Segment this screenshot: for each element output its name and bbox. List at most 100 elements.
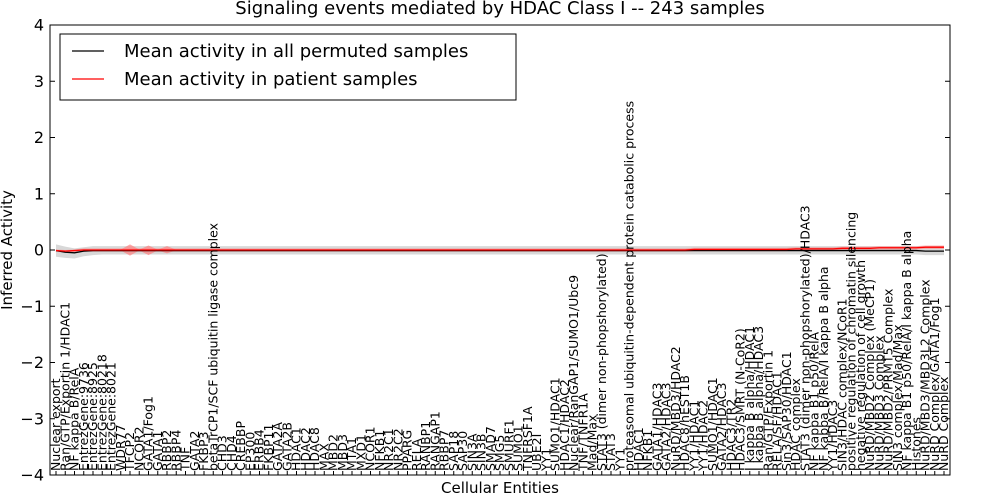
series-line-patient xyxy=(55,246,944,252)
category-label: FKBP3 xyxy=(196,432,211,471)
category-label: RELA xyxy=(409,438,424,471)
category-label: ERBB4 xyxy=(252,429,267,471)
category-label: YY1 xyxy=(612,448,627,472)
category-label: GATA1/HDAC3 xyxy=(649,383,664,471)
category-label: negative regulation of cell growth xyxy=(853,260,868,471)
category-label: UBE2I xyxy=(529,434,544,471)
category-label: GATA2A xyxy=(270,422,285,471)
category-label: NR2C2 xyxy=(390,428,405,471)
category-label: WDR77 xyxy=(113,424,128,471)
y-tick-label: −1 xyxy=(20,297,44,316)
category-label: RBBP7 xyxy=(437,430,452,471)
legend-box xyxy=(59,33,517,101)
category-label: MBD3 xyxy=(335,434,350,471)
category-label: NF kappa B1 p50/RelA xyxy=(807,331,822,471)
category-label: Mad/Max xyxy=(585,415,600,471)
category-label: SMAD7 xyxy=(483,426,498,471)
chart-title: Signaling events mediated by HDAC Class … xyxy=(235,0,764,19)
category-label: YY1/HDAC2 xyxy=(696,400,711,472)
category-label: TNF/TNFR1A xyxy=(575,393,590,472)
legend-label-patient: Mean activity in patient samples xyxy=(124,69,418,90)
legend: Mean activity in all permuted samples Mea… xyxy=(59,33,517,101)
category-label: SUMO1 xyxy=(511,425,526,471)
category-label: HDAC complex xyxy=(788,378,803,471)
category-label: SAP30 xyxy=(455,431,470,471)
category-label: MTA1 xyxy=(344,437,359,471)
category-label: SAP18 xyxy=(446,431,461,471)
category-label: SMG5 xyxy=(492,435,507,471)
category-label: YY1 xyxy=(538,448,553,472)
category-label: GATA1 xyxy=(150,431,165,471)
plot-frame xyxy=(49,24,951,476)
y-tick-label: 3 xyxy=(34,72,44,91)
category-label: HDAC1 xyxy=(631,427,646,471)
category-label: proteasomal ubiquitin-dependent protein … xyxy=(622,101,637,471)
category-label: SUMO1/HDAC1 xyxy=(705,377,720,471)
y-tick-label: −2 xyxy=(20,353,44,372)
category-label: Ran/GTP/Exportin 1 xyxy=(760,350,775,471)
category-label: HDAC1 xyxy=(289,427,304,471)
category-label: RANGAP1 xyxy=(427,411,442,471)
category-label: YY1/HDAC3 xyxy=(825,400,840,472)
y-tick-label: 1 xyxy=(34,184,44,203)
category-label: GATA2/HDAC3 xyxy=(659,383,674,471)
category-label: EntrezGene:8925 xyxy=(85,362,100,471)
category-label: NFKB1 xyxy=(372,430,387,471)
category-label: HDAC3/SMRT (N-CoR2) xyxy=(733,328,748,471)
category-label: STAT3 (dimer non-phopshorylated) xyxy=(594,253,609,471)
x-axis-label: Cellular Entities xyxy=(441,479,559,497)
y-tick-label: −3 xyxy=(20,409,44,428)
category-label: SIN3B xyxy=(474,434,489,472)
category-label: Sin3/SAP30/HDAC1 xyxy=(779,351,794,471)
category-label: MXD1 xyxy=(353,434,368,471)
category-label: NF kappa B1 p50/RelA/I kappa B alpha xyxy=(899,231,914,471)
category-label: HDAC1/HDAC2 xyxy=(557,379,572,471)
category-label: NR2C1 xyxy=(381,428,396,471)
category-label: STAT3 (dimer non-phopshorylated)/HDAC3 xyxy=(797,205,812,471)
category-label: HDAC3/TR2 xyxy=(723,399,738,471)
category-label: TNF xyxy=(178,447,193,472)
category-label: NuRD/MBD3 Complex xyxy=(871,335,886,471)
category-label: Ran/GTP/Exportin 1/HDAC1 xyxy=(57,302,72,471)
category-label: I kappa B alpha/HDAC3 xyxy=(751,326,766,471)
category-label: NuRD/MBD2 Complex (MeCP1) xyxy=(862,279,877,471)
category-label: SIN3/HDAC complex/NCoR1 xyxy=(834,298,849,471)
category-label: Nuclear/RanGAP1/SUMO1/Ubc9 xyxy=(566,275,581,471)
category-label: NuRD Complex/GATA1/Fog1 xyxy=(927,297,942,471)
category-label: RELA/SF/HDAC1 xyxy=(770,371,785,471)
y-tick-label: 2 xyxy=(34,128,44,147)
category-label: RBBP4 xyxy=(168,430,183,471)
category-label: RANBP1 xyxy=(418,421,433,471)
category-label: EntrezGene:80218 xyxy=(94,354,109,471)
category-label: RBBP2 xyxy=(159,430,174,471)
category-label: TNFRSF1A xyxy=(520,406,535,472)
category-label: positive regulation of chromatin silenci… xyxy=(844,212,859,471)
category-label: GATA2B xyxy=(279,422,294,471)
category-label: PPARG xyxy=(400,430,415,471)
legend-label-permuted: Mean activity in all permuted samples xyxy=(124,41,468,62)
category-label: EntrezGene:9736 xyxy=(76,362,91,471)
category-label: NuRD Complex xyxy=(936,377,951,471)
category-label: NCOR2 xyxy=(131,426,146,471)
category-label: betaTrCP1/SCF ubiquitin ligase complex xyxy=(205,223,220,471)
category-label: EntrezGene:8021 xyxy=(104,362,119,471)
category-label: EP300 xyxy=(242,432,257,471)
y-tick-label: −4 xyxy=(20,466,44,485)
category-label: CHD4 xyxy=(224,435,239,471)
category-label: GATA1/Fog1 xyxy=(141,396,156,471)
category-label: SMURF1 xyxy=(501,419,516,471)
category-label: I kappa B alpha/HDAC1 xyxy=(742,326,757,471)
category-label: NFKB1 xyxy=(640,430,655,471)
y-axis-label: Inferred Activity xyxy=(0,190,16,310)
category-label: NF kappa B/RelA/I kappa B alpha xyxy=(816,266,831,471)
y-tick-label: 4 xyxy=(34,16,44,35)
category-label: GATA2 xyxy=(187,431,202,471)
category-label: NF kappa B/RelA xyxy=(67,367,82,471)
category-label: CHD3 xyxy=(215,435,230,471)
category-label: YY1/HDAC1 xyxy=(686,400,701,472)
y-tick-label: 0 xyxy=(34,241,44,260)
category-label: SUMO1/HDAC1 xyxy=(548,377,563,471)
category-label: HDAC2 xyxy=(298,427,313,471)
